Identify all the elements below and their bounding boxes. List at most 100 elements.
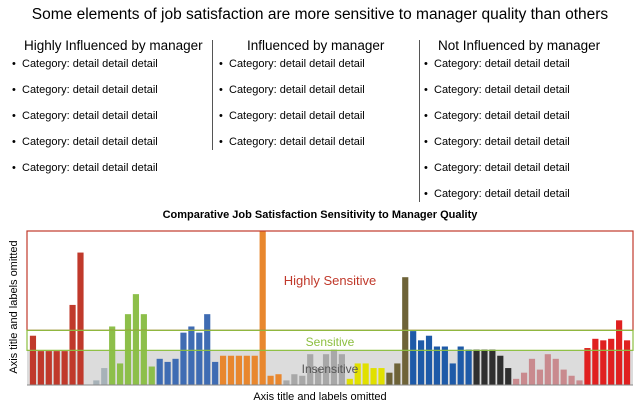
band-sensitive bbox=[26, 329, 634, 351]
bar bbox=[69, 304, 76, 385]
column-list: • Category: detail detail detail • Categor… bbox=[219, 59, 384, 148]
bar bbox=[505, 368, 512, 385]
bar bbox=[378, 368, 385, 385]
bar bbox=[441, 346, 448, 385]
bar bbox=[338, 354, 345, 385]
column-list: • Category: detail detail detail • Categor… bbox=[12, 59, 203, 174]
bar bbox=[219, 355, 227, 385]
bar bbox=[259, 231, 266, 385]
bar bbox=[235, 355, 242, 385]
list-item: • Category: detail detail detail bbox=[424, 58, 570, 70]
bar bbox=[283, 380, 290, 385]
page-title: Some elements of job satisfaction are mo… bbox=[31, 6, 609, 23]
bar bbox=[45, 351, 52, 385]
bar bbox=[291, 374, 298, 385]
list-item: • Category: detail detail detail bbox=[424, 188, 570, 200]
band-label-highly-sensitive: Highly Sensitive bbox=[284, 273, 377, 288]
bar bbox=[402, 277, 409, 385]
bar bbox=[61, 351, 68, 385]
bar bbox=[410, 331, 417, 385]
bar bbox=[354, 363, 361, 385]
bullet-icon: • bbox=[12, 162, 16, 174]
bullet-icon: • bbox=[12, 84, 16, 96]
list-item: • Category: detail detail detail bbox=[12, 84, 158, 96]
bar bbox=[600, 340, 607, 385]
bar bbox=[132, 294, 140, 385]
bar bbox=[251, 355, 258, 385]
bar bbox=[425, 335, 433, 385]
bar bbox=[109, 326, 116, 385]
bullet-icon: • bbox=[424, 110, 428, 122]
list-item: • Category: detail detail detail bbox=[424, 162, 570, 174]
list-item: • Category: detail detail detail bbox=[424, 84, 570, 96]
bar bbox=[101, 368, 108, 385]
bar bbox=[77, 252, 84, 385]
column-divider bbox=[419, 40, 420, 202]
list-item: • Category: detail detail detail bbox=[12, 58, 158, 70]
bullet-icon: • bbox=[12, 58, 16, 70]
bar bbox=[196, 332, 203, 385]
bar bbox=[584, 348, 591, 385]
bar bbox=[386, 372, 393, 385]
bullet-icon: • bbox=[12, 110, 16, 122]
list-item: • Category: detail detail detail bbox=[12, 136, 158, 148]
bar bbox=[608, 338, 615, 385]
bullet-icon: • bbox=[424, 136, 428, 148]
bar bbox=[330, 349, 338, 385]
bar bbox=[164, 361, 171, 385]
bar bbox=[148, 366, 155, 385]
bar bbox=[449, 363, 456, 385]
bullet-icon: • bbox=[424, 58, 428, 70]
bar bbox=[536, 369, 543, 385]
bar bbox=[513, 378, 520, 385]
bar bbox=[576, 380, 583, 385]
bar bbox=[370, 368, 377, 385]
bar bbox=[299, 375, 306, 385]
bar bbox=[117, 363, 124, 385]
bar bbox=[37, 351, 44, 385]
bar bbox=[172, 358, 179, 385]
bar bbox=[275, 374, 282, 385]
bar bbox=[433, 346, 441, 385]
bullet-icon: • bbox=[219, 136, 223, 148]
bar bbox=[180, 332, 187, 385]
bullet-icon: • bbox=[219, 84, 223, 96]
bullet-icon: • bbox=[424, 84, 428, 96]
column-heading: Not Influenced by manager bbox=[438, 38, 601, 53]
bar bbox=[394, 363, 401, 385]
bar bbox=[489, 349, 496, 385]
bar bbox=[156, 358, 163, 385]
list-item: • Category: detail detail detail bbox=[219, 136, 365, 148]
bar bbox=[528, 358, 536, 385]
list-item: • Category: detail detail detail bbox=[12, 162, 158, 174]
column-not-influenced: Not Influenced by manager • Category: det… bbox=[424, 38, 600, 215]
bar bbox=[140, 314, 147, 385]
bar bbox=[473, 349, 480, 385]
bar bbox=[568, 375, 575, 385]
bar bbox=[544, 354, 551, 385]
bar bbox=[362, 363, 369, 385]
column-heading: Highly Influenced by manager bbox=[24, 38, 203, 53]
bar bbox=[497, 355, 504, 385]
list-item: • Category: detail detail detail bbox=[219, 110, 365, 122]
column-list: • Category: detail detail detail • Categor… bbox=[424, 59, 600, 200]
list-item: • Category: detail detail detail bbox=[219, 84, 365, 96]
band-label-sensitive: Sensitive bbox=[306, 335, 355, 349]
bar bbox=[315, 368, 322, 385]
bar bbox=[481, 349, 488, 385]
bar bbox=[29, 335, 37, 385]
bar bbox=[124, 314, 132, 385]
bar bbox=[465, 349, 472, 385]
bar bbox=[560, 369, 567, 385]
bar bbox=[552, 358, 559, 385]
column-heading: Influenced by manager bbox=[247, 38, 385, 53]
column-highly-influenced: Highly Influenced by manager • Category: … bbox=[12, 38, 203, 189]
bar bbox=[267, 375, 274, 385]
bullet-icon: • bbox=[219, 110, 223, 122]
bar bbox=[188, 326, 195, 385]
bar bbox=[53, 351, 60, 385]
column-influenced: Influenced by manager • Category: detail … bbox=[219, 38, 384, 163]
bar bbox=[212, 361, 219, 385]
bullet-icon: • bbox=[424, 162, 428, 174]
